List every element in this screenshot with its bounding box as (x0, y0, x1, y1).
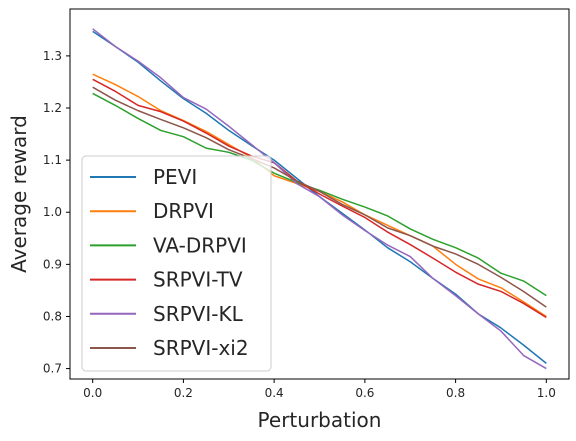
series-line-3 (92, 78, 547, 319)
legend-label-3: SRPVI-TV (153, 268, 243, 292)
y-axis-title: Average reward (7, 115, 31, 273)
series-line-5 (92, 86, 547, 308)
y-tick-label: 0.8 (43, 309, 62, 323)
x-axis-ticks: 0.0 0.2 0.4 0.6 0.8 1.0 (83, 379, 556, 400)
legend: PEVI DRPVI VA-DRPVI SRPVI-TV SRPVI-KL SRPVI-x… (81, 155, 272, 372)
x-tick-label: 0.4 (265, 386, 284, 400)
y-tick-label: 1.2 (43, 101, 62, 115)
y-tick-label: 1.0 (43, 205, 62, 219)
x-tick-label: 1.0 (537, 386, 556, 400)
y-axis-ticks: 0.7 0.8 0.9 1.0 1.1 1.2 1.3 (43, 49, 70, 376)
legend-box (81, 155, 272, 372)
y-tick-label: 1.1 (43, 153, 62, 167)
legend-label-4: SRPVI-KL (153, 302, 244, 326)
series-lines (92, 28, 547, 370)
x-tick-label: 0.8 (446, 386, 465, 400)
x-tick-label: 0.2 (174, 386, 193, 400)
y-tick-label: 0.7 (43, 362, 62, 376)
x-axis-title: Perturbation (258, 408, 382, 432)
plot-frame (69, 8, 570, 380)
y-tick-label: 0.9 (43, 257, 62, 271)
legend-label-0: PEVI (153, 165, 197, 189)
series-line-4 (92, 28, 547, 370)
legend-label-1: DRPVI (153, 199, 214, 223)
series-line-2 (92, 92, 547, 297)
y-tick-label: 1.3 (43, 49, 62, 63)
x-tick-label: 0.0 (83, 386, 102, 400)
legend-label-5: SRPVI-xi2 (153, 336, 249, 360)
x-tick-label: 0.6 (355, 386, 374, 400)
legend-label-2: VA-DRPVI (153, 233, 247, 257)
